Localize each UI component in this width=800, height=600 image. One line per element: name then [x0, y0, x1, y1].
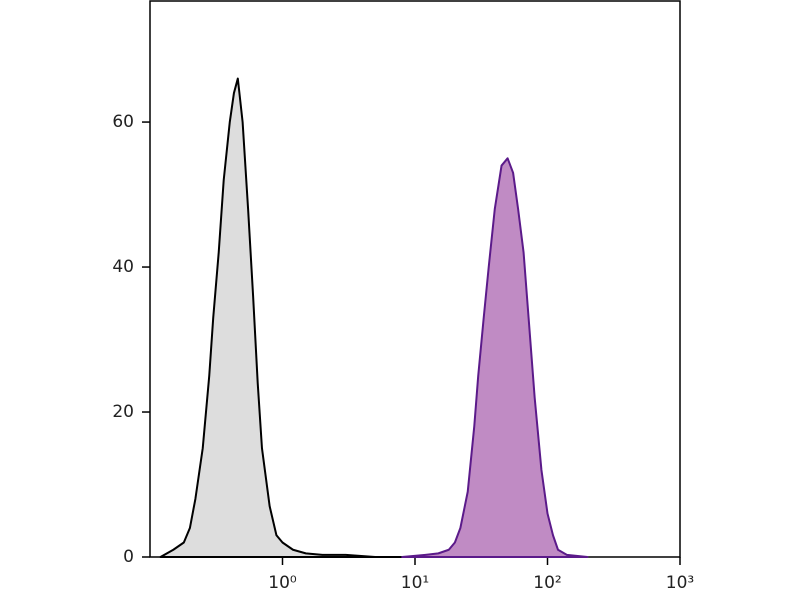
y-tick-label: 40 [112, 257, 134, 277]
x-tick-label: 10⁰ [268, 573, 297, 593]
x-tick-label: 10² [533, 573, 561, 593]
y-tick-label: 0 [123, 547, 134, 567]
y-tick-label: 20 [112, 402, 134, 422]
histogram-area [159, 77, 416, 558]
histogram-area [401, 157, 589, 558]
x-tick-label: 10¹ [401, 573, 429, 593]
x-tick-label: 10³ [666, 573, 694, 593]
y-tick-label: 60 [112, 112, 134, 132]
